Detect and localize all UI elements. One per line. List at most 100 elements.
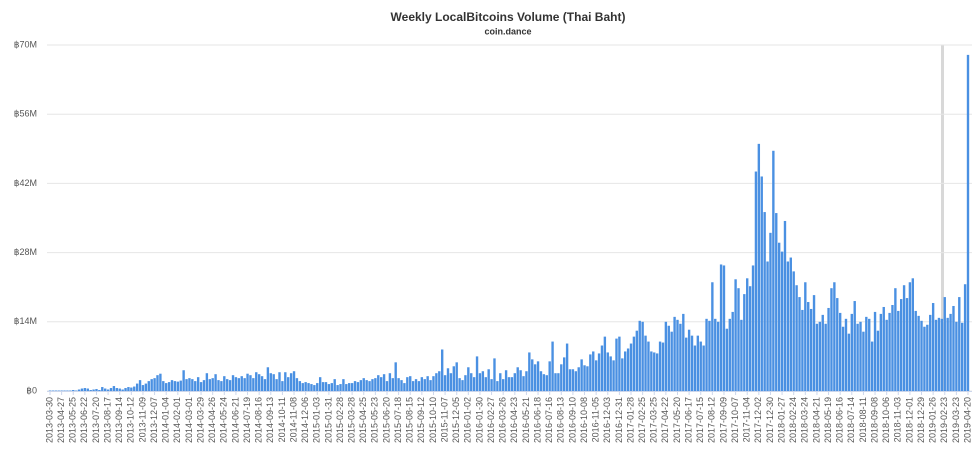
bar — [728, 318, 731, 391]
bar — [786, 261, 790, 391]
y-tick-label: ฿0 — [26, 385, 37, 395]
x-tick-label: 2013-03-30 — [44, 397, 54, 443]
bar — [856, 323, 859, 391]
x-tick-label: 2017-06-17 — [683, 397, 693, 443]
bar — [461, 380, 464, 391]
bar — [165, 383, 168, 391]
x-tick-label: 2018-03-24 — [800, 397, 810, 443]
x-tick-label: 2013-04-27 — [56, 397, 66, 443]
bar — [545, 375, 548, 391]
x-tick-label: 2017-12-30 — [765, 397, 775, 443]
x-tick-label: 2013-11-09 — [137, 397, 147, 442]
x-tick-label: 2013-05-25 — [68, 397, 78, 443]
x-tick-label: 2018-11-03 — [893, 397, 903, 442]
bar — [490, 379, 493, 391]
bar — [670, 331, 673, 391]
bar — [199, 382, 203, 391]
bar — [632, 336, 636, 391]
bar — [557, 373, 560, 391]
hover-indicator — [941, 45, 944, 391]
x-tick-label: 2019-03-23 — [951, 397, 961, 443]
x-tick-label: 2015-12-05 — [451, 397, 461, 443]
bar — [693, 345, 697, 391]
bar — [176, 381, 180, 391]
x-tick-label: 2014-11-08 — [288, 397, 298, 442]
bar — [208, 379, 211, 391]
bar — [635, 330, 639, 391]
bar — [330, 383, 333, 391]
x-tick-label: 2018-12-01 — [904, 397, 914, 443]
x-tick-label: 2018-08-11 — [858, 397, 868, 442]
bar — [946, 317, 949, 391]
bar — [185, 379, 188, 391]
x-tick-label: 2016-07-16 — [544, 397, 554, 443]
bar — [104, 388, 107, 391]
bar — [531, 359, 534, 391]
bar — [220, 381, 223, 391]
bar — [217, 380, 220, 391]
x-tick-label: 2015-05-23 — [370, 397, 380, 443]
bar — [574, 371, 578, 391]
y-tick-label: ฿42M — [14, 178, 37, 188]
bar — [719, 264, 723, 391]
bar — [89, 390, 92, 391]
bar — [86, 388, 89, 391]
bar — [397, 378, 400, 391]
x-tick-label: 2015-11-07 — [439, 397, 449, 442]
bar — [525, 371, 528, 391]
bar — [940, 318, 944, 391]
x-tick-label: 2015-01-31 — [323, 397, 333, 443]
bar — [156, 375, 159, 391]
x-tick-label: 2013-08-17 — [102, 397, 112, 443]
bar — [95, 389, 98, 391]
bar — [304, 382, 307, 391]
chart-title: Weekly LocalBitcoins Volume (Thai Baht) — [391, 10, 626, 24]
bar — [958, 297, 961, 391]
bar — [464, 375, 467, 391]
bar — [833, 282, 836, 391]
bar — [513, 373, 517, 391]
bar — [109, 388, 113, 391]
bar — [702, 345, 705, 391]
bar — [926, 324, 929, 391]
bar — [830, 288, 833, 391]
x-tick-label: 2014-01-04 — [161, 397, 171, 443]
bar — [865, 316, 868, 391]
bar — [731, 311, 734, 391]
bar — [528, 352, 531, 391]
x-tick-label: 2017-07-15 — [695, 397, 705, 443]
bar — [307, 383, 310, 391]
x-tick-label: 2016-06-18 — [532, 397, 542, 443]
bar — [188, 378, 191, 391]
x-tick-label: 2017-10-07 — [730, 397, 740, 443]
x-tick-label: 2015-10-10 — [428, 397, 438, 443]
bar — [705, 318, 708, 391]
x-tick-label: 2014-09-13 — [265, 397, 275, 443]
bar — [902, 285, 906, 391]
bar — [388, 373, 392, 391]
bar — [435, 373, 438, 391]
bar — [795, 285, 798, 391]
bar — [414, 379, 418, 391]
bar — [716, 321, 720, 391]
bar — [423, 379, 426, 391]
bar — [612, 360, 615, 391]
bar — [196, 377, 200, 391]
bar — [127, 387, 130, 391]
bar — [223, 376, 226, 391]
bar — [757, 143, 761, 391]
bar — [281, 381, 284, 391]
bar — [350, 383, 354, 391]
bar — [92, 389, 95, 391]
bar — [658, 341, 662, 391]
bar — [353, 381, 357, 391]
bar — [937, 317, 941, 391]
bar — [420, 377, 424, 391]
bar — [400, 380, 403, 391]
bar — [772, 150, 775, 391]
x-tick-label: 2013-07-20 — [91, 397, 101, 443]
bar — [824, 323, 827, 391]
x-tick-label: 2013-06-22 — [79, 397, 89, 443]
bar — [130, 387, 133, 391]
bar — [510, 377, 514, 391]
